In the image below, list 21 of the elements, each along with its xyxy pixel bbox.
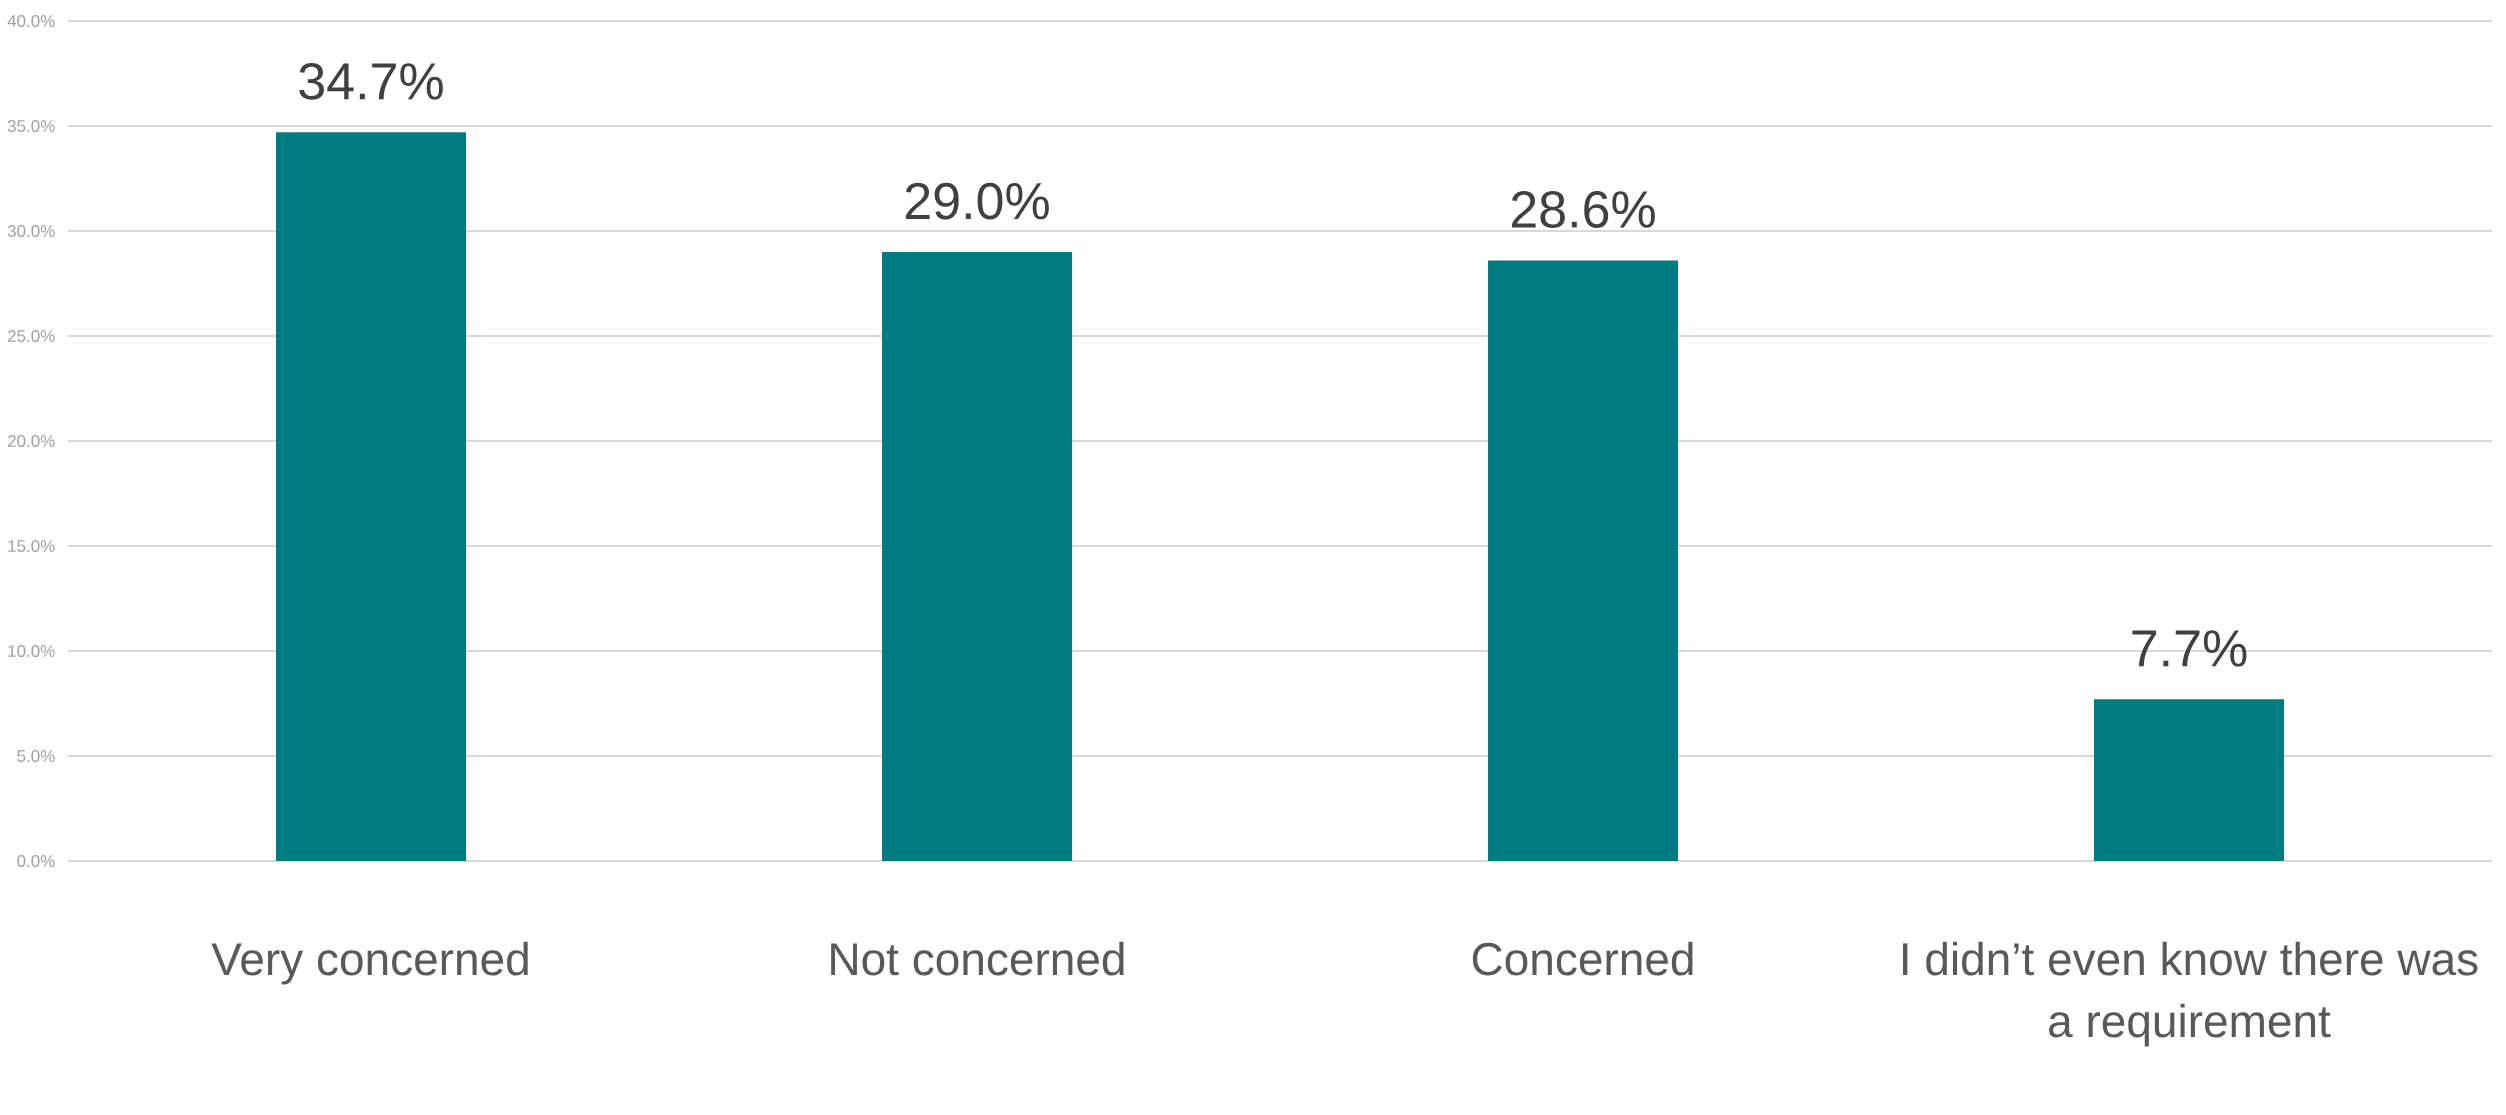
y-tick-label: 40.0% xyxy=(7,14,55,28)
bar xyxy=(2094,699,2285,861)
data-label: 28.6% xyxy=(1511,191,1655,228)
x-tick-label: Concerned xyxy=(1472,941,1693,976)
data-label: 7.7% xyxy=(2132,630,2247,667)
data-label: 34.7% xyxy=(299,62,443,100)
x-tick-label: Very concerned xyxy=(211,941,528,985)
x-tick-label: I didn’t even know there was a requirement xyxy=(1903,941,2478,1047)
y-tick-label: 15.0% xyxy=(8,539,55,553)
y-tick-label: 20.0% xyxy=(7,434,55,448)
y-tick-label: 35.0% xyxy=(7,119,55,133)
y-tick-label: 30.0% xyxy=(7,224,55,238)
y-tick-label: 5.0% xyxy=(17,749,55,763)
bar xyxy=(1488,260,1679,861)
x-tick-label: Not concerned xyxy=(831,941,1124,976)
y-tick-label: 10.0% xyxy=(8,644,55,658)
y-tick-label: 0.0% xyxy=(17,854,55,868)
bar xyxy=(882,251,1073,861)
data-label: 29.0% xyxy=(905,182,1049,220)
y-tick-label: 25.0% xyxy=(7,329,55,343)
bar xyxy=(276,132,466,861)
